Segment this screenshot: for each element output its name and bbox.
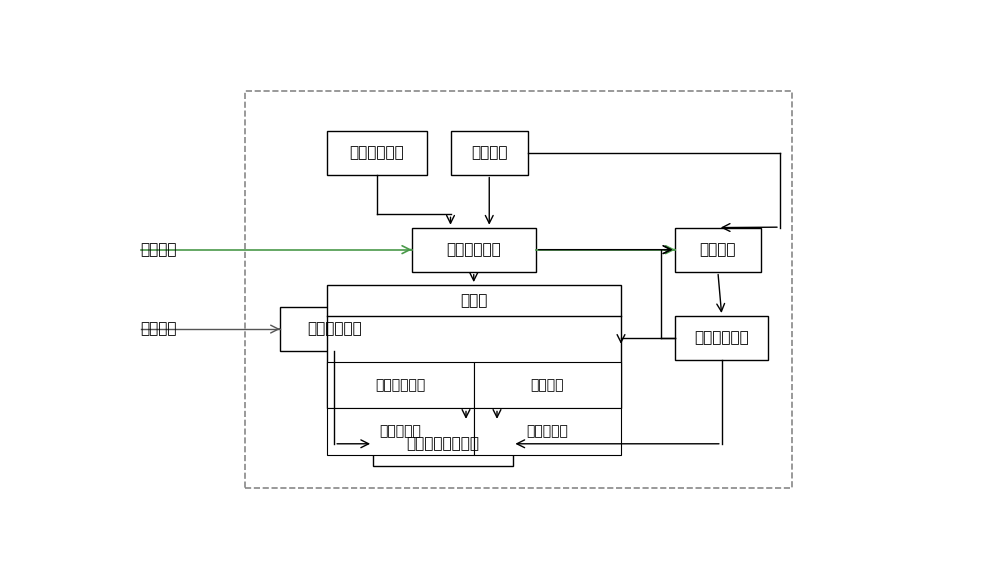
Bar	[675, 227, 761, 272]
Text: 直流电网: 直流电网	[140, 242, 177, 257]
Bar	[412, 227, 536, 272]
Bar	[474, 362, 621, 409]
Text: 控制电路模块: 控制电路模块	[694, 331, 749, 346]
Text: 交流电源: 交流电源	[140, 321, 177, 336]
Bar	[450, 131, 528, 175]
Bar	[326, 131, 427, 175]
Bar	[474, 409, 621, 455]
Bar	[245, 91, 792, 488]
Bar	[675, 316, 768, 360]
Text: 功率电路模块: 功率电路模块	[446, 242, 501, 257]
Text: 线路接触器: 线路接触器	[379, 425, 421, 439]
Bar	[326, 409, 474, 455]
Text: 线路开关控制模块: 线路开关控制模块	[406, 436, 479, 452]
Text: 辅助电源模块: 辅助电源模块	[307, 321, 362, 336]
Bar	[326, 285, 621, 409]
Text: 预充电接触器: 预充电接触器	[375, 378, 425, 393]
Text: 储能模块: 储能模块	[471, 145, 508, 160]
Text: 放电接触器: 放电接触器	[526, 425, 568, 439]
Text: 隔离开关: 隔离开关	[531, 378, 564, 393]
Text: 断路器: 断路器	[460, 293, 487, 308]
Text: 采样模块: 采样模块	[700, 242, 736, 257]
Bar	[326, 362, 474, 409]
Bar	[373, 422, 512, 466]
Bar	[280, 307, 388, 351]
Text: 均衡电路模块: 均衡电路模块	[350, 145, 404, 160]
